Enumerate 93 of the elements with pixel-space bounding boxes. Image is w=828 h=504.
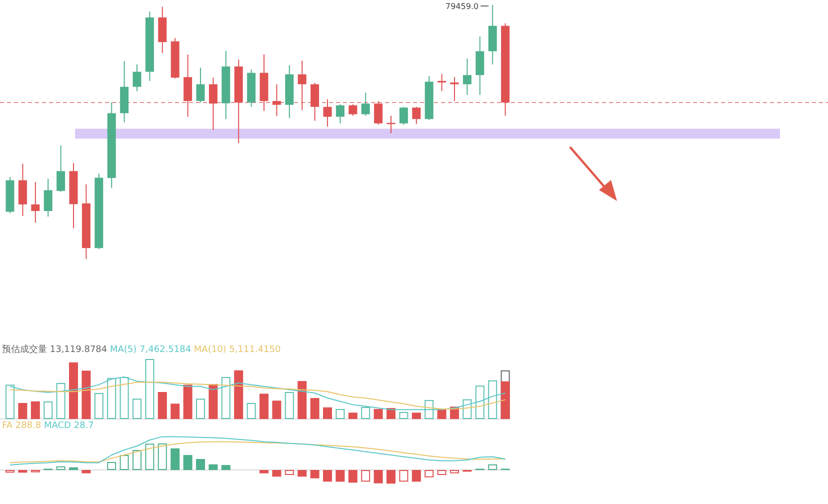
candlestick [323, 98, 332, 128]
candlestick [412, 106, 421, 125]
bar [437, 470, 446, 475]
bar [170, 404, 180, 419]
bar [56, 466, 66, 470]
bar [30, 401, 40, 419]
bar [399, 412, 408, 419]
candlestick [361, 92, 370, 116]
bar [183, 455, 192, 470]
bar [412, 412, 421, 419]
bar [82, 470, 91, 474]
candlestick [399, 106, 408, 126]
bar [374, 470, 383, 484]
bar [44, 401, 53, 419]
candlestick [31, 182, 40, 224]
candlestick [272, 84, 281, 116]
bar [374, 408, 383, 419]
bar [298, 381, 307, 419]
bar [221, 377, 230, 419]
bar [260, 394, 268, 419]
bar [246, 402, 256, 419]
bar [298, 470, 307, 477]
bar [158, 443, 167, 470]
candlestick [132, 64, 142, 92]
candlestick [208, 77, 218, 130]
bar [208, 384, 218, 419]
bar [234, 370, 244, 419]
bar [69, 362, 78, 419]
bar [170, 448, 180, 470]
bar [310, 470, 320, 478]
candlestick [462, 58, 472, 96]
bar [272, 470, 282, 477]
text: MACD 28.7 [44, 421, 94, 431]
candlestick [476, 36, 484, 96]
bar [132, 398, 142, 419]
bar [183, 384, 192, 419]
bar [196, 459, 205, 470]
bar [107, 378, 116, 419]
candlestick [298, 60, 306, 111]
bar [462, 399, 472, 419]
bar [361, 470, 370, 482]
bar [260, 470, 268, 474]
bar [488, 380, 498, 419]
bar [145, 359, 154, 419]
bar [196, 398, 205, 419]
bar [336, 470, 345, 482]
bar [6, 470, 14, 473]
bar [120, 455, 129, 470]
bar [323, 407, 332, 419]
text: FA 288.8 [2, 421, 44, 431]
candlestick [438, 73, 446, 92]
text: MA(5) 7,462.5184 [110, 345, 194, 355]
bar [18, 402, 28, 419]
bar [82, 370, 91, 419]
bar [145, 444, 154, 470]
bar [208, 464, 218, 470]
bar [158, 392, 167, 419]
text: MA(10) 5,111.4150 [194, 345, 281, 355]
candlestick [374, 100, 383, 126]
bar [424, 470, 434, 478]
bar [386, 470, 396, 484]
candlestick [348, 104, 358, 116]
text: 预估成交量 13,119.8784 [2, 344, 110, 355]
candlestick [310, 82, 320, 122]
bar [107, 462, 116, 470]
bar [6, 384, 14, 419]
bar [132, 450, 142, 470]
bar [500, 381, 510, 419]
bar [424, 400, 434, 419]
candlestick [196, 67, 205, 104]
bar [412, 470, 421, 482]
bar [284, 470, 294, 475]
bar [272, 400, 282, 419]
candlestick [44, 178, 52, 218]
bar [94, 393, 104, 419]
bar [56, 383, 66, 419]
bar [348, 412, 358, 419]
bar [361, 407, 370, 419]
bar [336, 408, 345, 419]
candlestick [336, 104, 344, 124]
bar [399, 470, 408, 482]
bar [221, 465, 230, 470]
bar [310, 398, 320, 419]
candlestick [184, 54, 192, 118]
annotation: 79459.0 [446, 2, 479, 11]
candlestick [56, 144, 66, 192]
bar [120, 377, 129, 419]
bar [323, 470, 332, 482]
bar [284, 392, 294, 419]
bar [475, 386, 484, 419]
bar [488, 464, 498, 470]
bar [348, 470, 358, 483]
bar [450, 470, 459, 474]
